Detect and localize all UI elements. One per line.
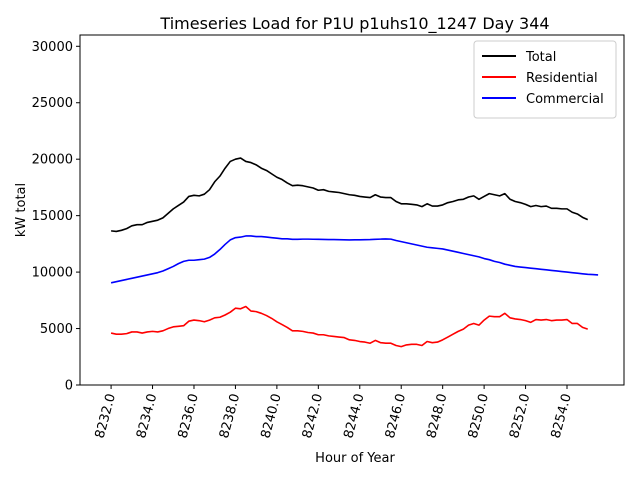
legend: Total Residential Commercial bbox=[473, 40, 617, 119]
legend-label-commercial: Commercial bbox=[526, 92, 604, 107]
y-tick-label: 0 bbox=[65, 379, 73, 394]
legend-label-total: Total bbox=[525, 50, 556, 65]
series-line-residential bbox=[110, 305, 588, 348]
x-axis-label: Hour of Year bbox=[315, 451, 395, 466]
y-tick-label: 30000 bbox=[32, 40, 73, 55]
y-axis-label: kW total bbox=[14, 183, 29, 237]
y-tick-label: 5000 bbox=[40, 322, 73, 337]
plot-series bbox=[110, 157, 599, 348]
chart-title: Timeseries Load for P1U p1uhs10_1247 Day… bbox=[159, 14, 549, 34]
series-line-total bbox=[111, 157, 589, 233]
y-tick-label: 10000 bbox=[32, 266, 73, 281]
plot-area-frame bbox=[79, 34, 625, 386]
series-line-commercial bbox=[110, 235, 599, 284]
y-tick-label: 25000 bbox=[32, 96, 73, 111]
y-axis-ticks: 0 5000 10000 15000 20000 25000 30000 bbox=[32, 40, 80, 394]
y-tick-label: 15000 bbox=[32, 209, 73, 224]
legend-label-residential: Residential bbox=[526, 71, 598, 86]
y-tick-label: 20000 bbox=[32, 153, 73, 168]
